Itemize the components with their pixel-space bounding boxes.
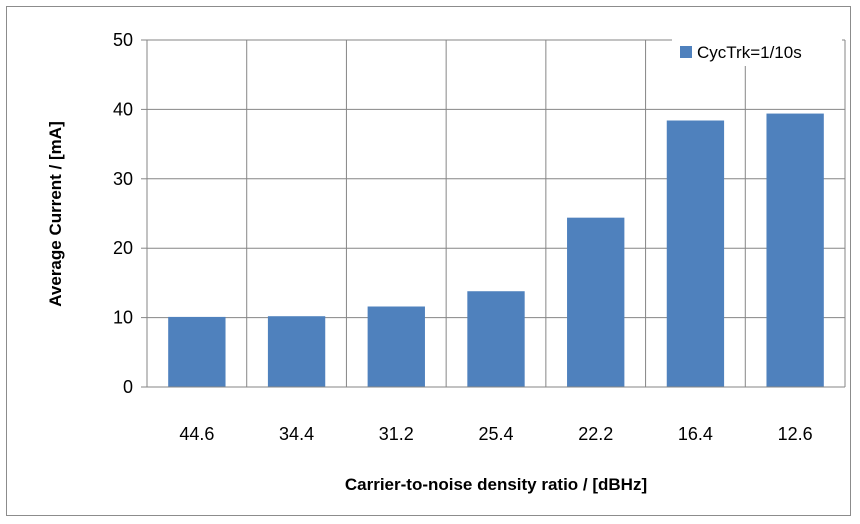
- x-tick-label: 12.6: [778, 424, 813, 444]
- bar-25.4: [467, 291, 525, 387]
- x-axis-title: Carrier-to-noise density ratio / [dBHz]: [345, 475, 647, 494]
- legend-swatch: [680, 46, 692, 58]
- y-tick-label: 40: [113, 99, 133, 119]
- grid-layer: [147, 39, 846, 387]
- bar-44.6: [168, 316, 226, 387]
- axes-layer: [141, 39, 845, 388]
- y-tick-label: 30: [113, 169, 133, 189]
- bars-layer: [168, 113, 824, 388]
- x-tick-label: 34.4: [279, 424, 314, 444]
- y-tick-label: 0: [123, 377, 133, 397]
- legend-label: CycTrk=1/10s: [697, 43, 802, 62]
- y-tick-label: 10: [113, 308, 133, 328]
- bar-22.2: [567, 217, 625, 387]
- x-tick-label: 16.4: [678, 424, 713, 444]
- x-tick-label: 22.2: [578, 424, 613, 444]
- y-axis-title: Average Current / [mA]: [46, 121, 65, 306]
- legend: CycTrk=1/10s: [672, 38, 842, 66]
- bar-34.4: [267, 316, 326, 387]
- bar-31.2: [367, 306, 425, 387]
- y-tick-label: 20: [113, 238, 133, 258]
- legend-background: [672, 38, 842, 66]
- y-tick-label: 50: [113, 30, 133, 50]
- x-tick-label: 25.4: [478, 424, 513, 444]
- labels-layer: 0 10 20 30 40 50 44.6 34.4 31.2 25.4 22.2 16.4 12.6: [113, 30, 813, 444]
- x-tick-label: 31.2: [379, 424, 414, 444]
- bar-16.4: [666, 120, 725, 387]
- bar-12.6: [766, 113, 824, 388]
- x-tick-label: 44.6: [179, 424, 214, 444]
